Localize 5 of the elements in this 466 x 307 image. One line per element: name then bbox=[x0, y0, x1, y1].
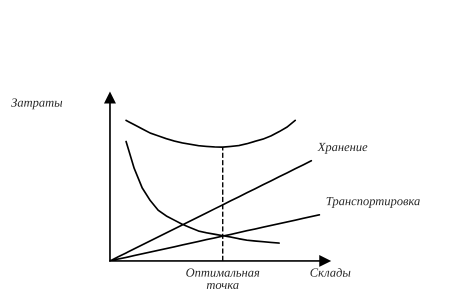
series-label: Транспортировка bbox=[326, 196, 420, 208]
series-label: Хранение bbox=[317, 142, 368, 154]
y-axis-title: Затраты bbox=[11, 98, 62, 110]
x-axis-title: Склады bbox=[310, 268, 350, 277]
text: Оптимальная точка bbox=[186, 268, 260, 289]
